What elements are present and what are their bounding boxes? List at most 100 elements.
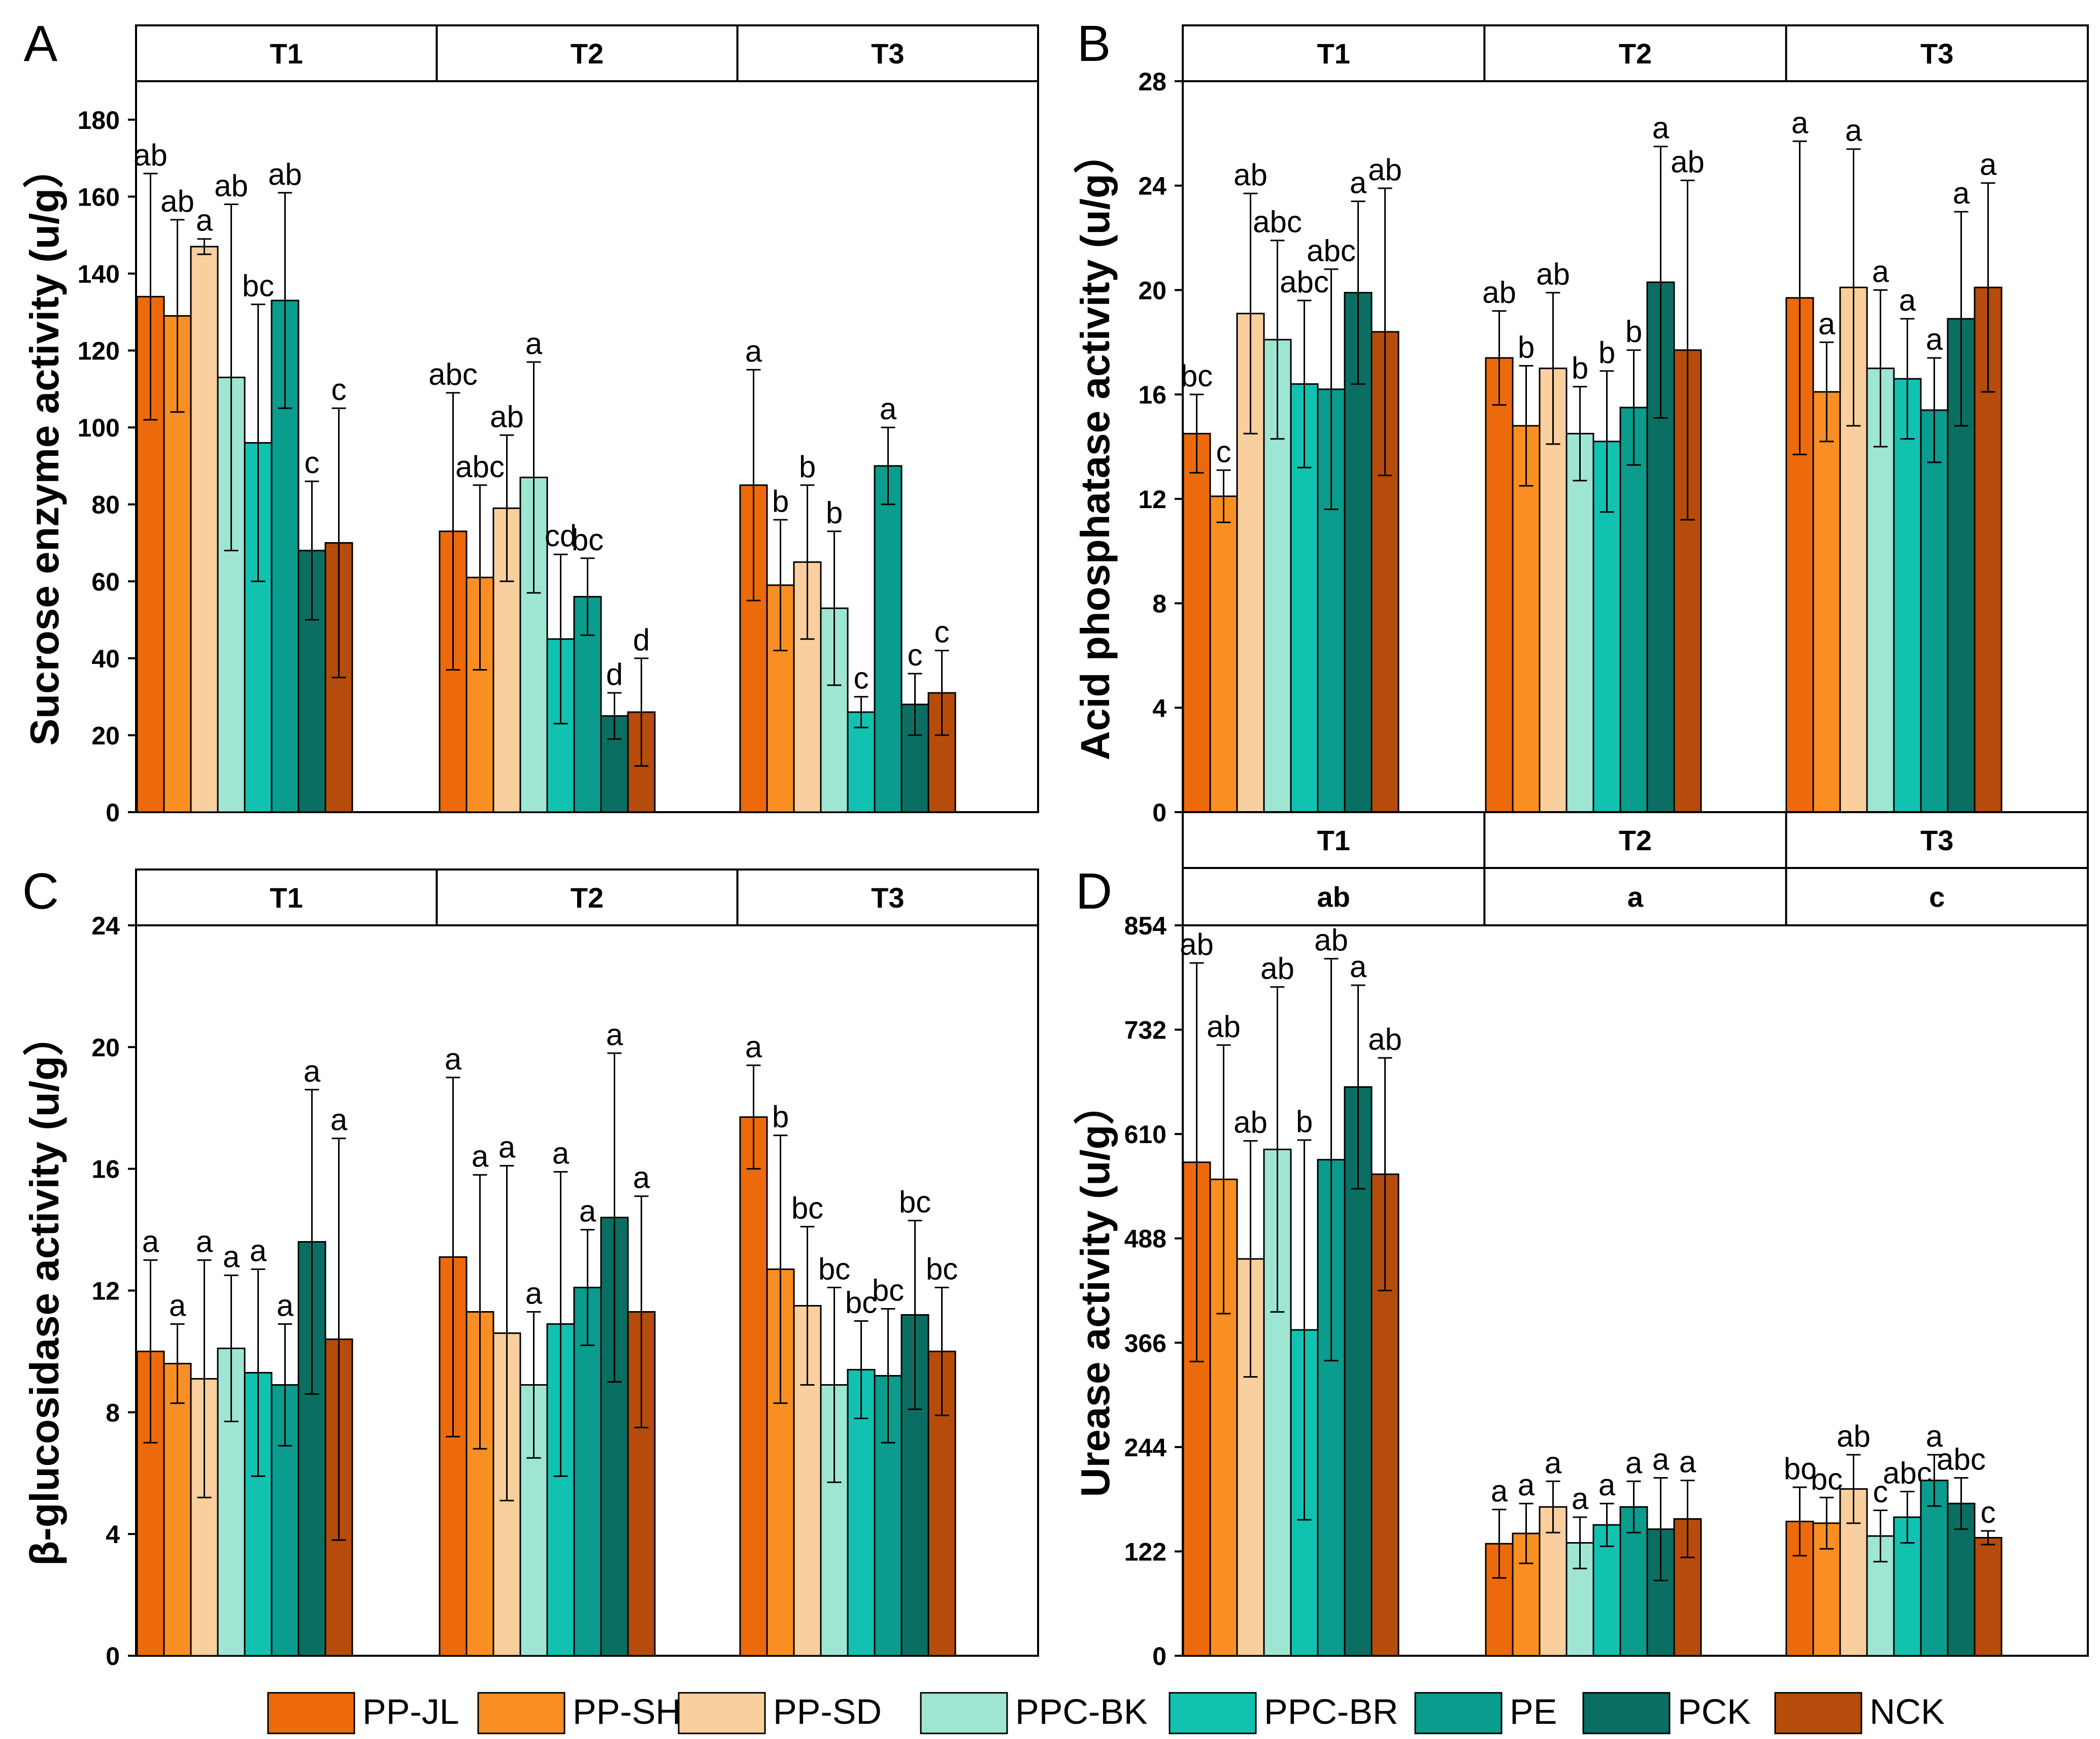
bar-pe	[1920, 409, 1949, 813]
significance-letter: b	[1296, 1105, 1313, 1139]
legend-swatch-pp-jl	[267, 1692, 355, 1734]
significance-letter: cd	[545, 519, 577, 553]
significance-letter: abc	[1307, 233, 1356, 267]
significance-letter: c	[908, 638, 923, 672]
y-tick-label: 0	[106, 1642, 120, 1670]
y-tick-label: 80	[91, 491, 120, 519]
group-label-t1: T1	[1317, 38, 1350, 70]
significance-letter: a	[1872, 254, 1889, 288]
y-tick-label: 4	[1152, 694, 1166, 722]
significance-letter: a	[223, 1240, 240, 1274]
significance-letter: a	[1572, 1482, 1589, 1516]
significance-letter: ab	[1260, 951, 1294, 985]
significance-letter: bc	[1811, 1462, 1843, 1496]
significance-letter: b	[1572, 351, 1588, 385]
significance-letter: a	[525, 326, 543, 360]
significance-letter: ab	[1368, 1022, 1402, 1056]
bar-pp-sh	[1812, 391, 1841, 813]
bar-ppc-bk	[820, 1384, 849, 1657]
significance-letter: bc	[1784, 1452, 1816, 1486]
group-label-t1: T1	[1317, 824, 1350, 856]
y-tick-label: 4	[106, 1520, 120, 1549]
significance-letter: a	[196, 1225, 213, 1259]
significance-letter: b	[772, 484, 789, 518]
legend: PP-JL PP-SH PP-SD PPC-BK PPC-BR PE PCK NCK	[267, 1692, 1945, 1734]
panel-a: T1 T2 T3 0 20 40 60 80 100 120 140 160 180 Sucrose en…	[22, 15, 1039, 827]
y-tick-label: 160	[78, 183, 120, 211]
y-axis-title: Sucrose enzyme activity (u/g）	[22, 148, 67, 746]
group-label-t3: T3	[1920, 824, 1953, 856]
significance-letter: a	[552, 1136, 570, 1171]
significance-letter: a	[1598, 1468, 1616, 1502]
panel-label: B	[1077, 15, 1111, 72]
significance-letter: a	[606, 1018, 623, 1052]
significance-letter: a	[330, 1103, 348, 1137]
significance-letter: c	[1981, 1495, 1996, 1529]
y-tick-label: 20	[91, 721, 120, 750]
significance-letter: d	[633, 623, 650, 657]
significance-letter: abc	[1280, 265, 1329, 299]
y-tick-label: 24	[1138, 172, 1166, 200]
significance-letter: a	[250, 1234, 267, 1268]
legend-label-ppc-br: PPC-BR	[1264, 1692, 1398, 1731]
significance-letter: abc	[455, 450, 505, 484]
legend-swatch-ppc-bk	[920, 1692, 1008, 1734]
legend-swatch-pck	[1582, 1692, 1671, 1734]
group-label-t2: T2	[1619, 38, 1652, 70]
significance-letter: abc	[1253, 205, 1302, 239]
significance-letter: b	[1518, 330, 1535, 364]
significance-letter: bc	[845, 1285, 877, 1319]
significance-letter: a	[1350, 166, 1367, 200]
bar-pp-jl	[739, 1116, 768, 1657]
significance-letter: ab	[1180, 927, 1214, 961]
bar-nck	[1974, 1536, 2003, 1657]
significance-letter: ab	[1234, 158, 1268, 192]
bar-ppc-br	[1893, 378, 1922, 813]
significance-letter: a	[445, 1042, 462, 1076]
y-tick-label: 488	[1124, 1225, 1166, 1253]
bar-ppc-bk	[1565, 432, 1594, 813]
y-tick-label: 60	[91, 567, 120, 596]
y-tick-label: 120	[78, 337, 120, 365]
significance-letter: a	[1899, 283, 1916, 317]
bar-pp-sh	[1209, 495, 1238, 813]
y-tick-label: 244	[1124, 1433, 1167, 1462]
significance-letter: a	[1518, 1468, 1535, 1502]
significance-letter: bc	[872, 1273, 904, 1307]
significance-letter: bc	[818, 1252, 850, 1286]
group-significance-letter: c	[1929, 881, 1945, 913]
significance-letter: a	[745, 334, 762, 368]
significance-letter: c	[1873, 1475, 1888, 1509]
significance-letter: abc	[428, 357, 478, 391]
significance-letter: b	[826, 496, 843, 530]
group-label-t1: T1	[270, 882, 303, 914]
bar-pp-sh	[766, 584, 795, 813]
significance-letter: b	[1625, 315, 1642, 349]
significance-letter: ab	[1314, 923, 1348, 957]
significance-letter: ab	[1671, 145, 1705, 179]
significance-letter: d	[606, 657, 623, 691]
significance-letter: ab	[1837, 1419, 1871, 1453]
significance-letter: ab	[160, 184, 194, 218]
panel-label: D	[1076, 863, 1112, 920]
significance-letter: a	[472, 1140, 489, 1174]
significance-letter: ab	[1368, 153, 1402, 187]
bar-pp-jl	[1485, 357, 1514, 813]
group-significance-letter: a	[1627, 881, 1644, 913]
y-tick-label: 0	[1152, 798, 1166, 827]
y-tick-label: 732	[1124, 1016, 1166, 1045]
significance-letter: ab	[490, 399, 524, 433]
significance-letter: a	[633, 1161, 650, 1195]
group-label-t2: T2	[571, 38, 604, 70]
y-tick-label: 40	[91, 645, 120, 673]
legend-swatch-ppc-br	[1169, 1692, 1257, 1734]
significance-letter: c	[305, 446, 320, 480]
significance-letter: a	[1845, 114, 1862, 148]
significance-letter: a	[1953, 176, 1970, 210]
panel-b: T1 T2 T3 0 4 8 12 16 20 24 28 Acid phosphatase acti…	[1073, 15, 2089, 827]
panel-label: A	[24, 15, 58, 72]
significance-letter: a	[1980, 148, 1997, 182]
significance-letter: a	[1625, 1446, 1643, 1480]
